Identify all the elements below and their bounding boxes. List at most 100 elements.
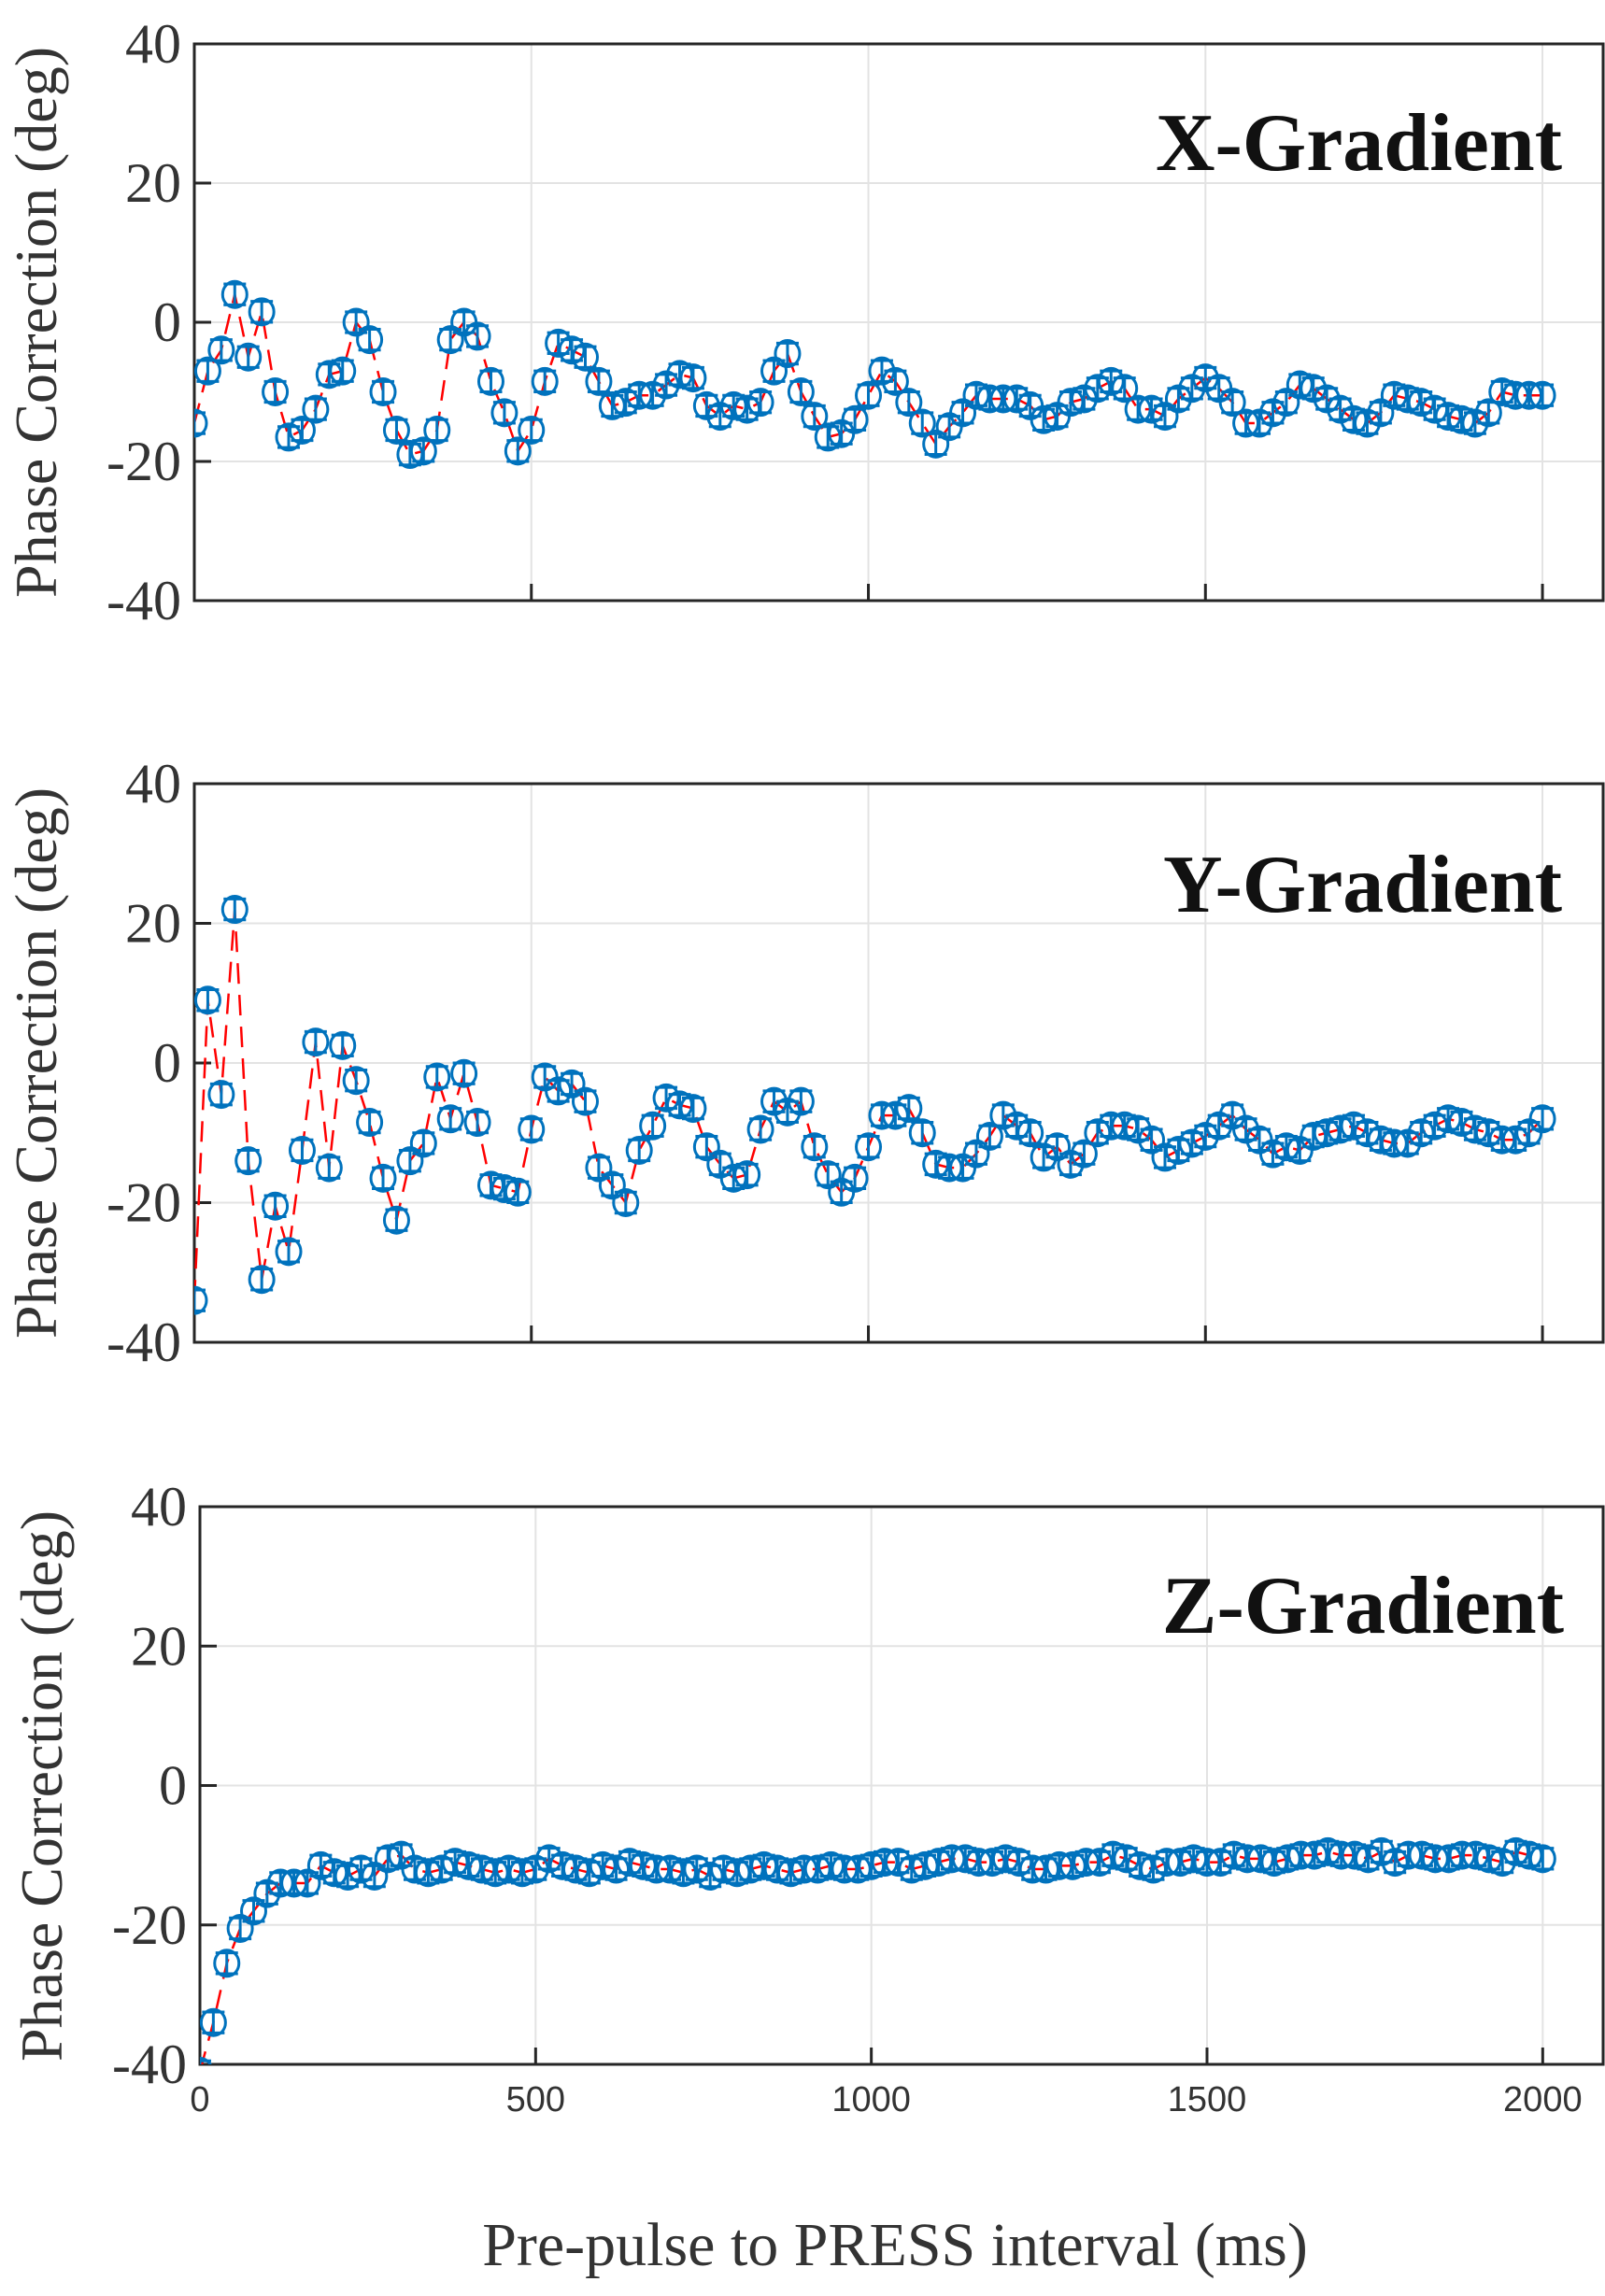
data-point bbox=[1151, 1142, 1179, 1172]
data-point bbox=[1272, 388, 1300, 418]
marker-circle bbox=[1474, 398, 1502, 428]
data-point bbox=[1138, 1125, 1166, 1155]
data-point bbox=[220, 895, 249, 925]
marker-circle bbox=[194, 408, 208, 438]
data-point bbox=[679, 1094, 707, 1124]
data-point bbox=[545, 1076, 573, 1106]
data-point bbox=[1353, 1118, 1381, 1148]
data-point bbox=[531, 1062, 559, 1092]
marker-circle bbox=[801, 402, 829, 432]
marker-circle bbox=[302, 394, 330, 424]
data-point bbox=[1002, 384, 1030, 414]
data-point bbox=[342, 307, 370, 337]
marker-circle bbox=[774, 339, 802, 369]
data-point bbox=[1340, 1111, 1368, 1141]
marker-circle bbox=[692, 1132, 720, 1162]
data-point bbox=[423, 415, 451, 445]
marker-circle bbox=[571, 1086, 599, 1116]
marker-circle bbox=[220, 895, 249, 925]
marker-circle bbox=[598, 1170, 626, 1200]
data-point bbox=[334, 1862, 362, 1892]
data-point bbox=[1474, 398, 1502, 428]
data-point bbox=[1113, 1844, 1141, 1874]
y-tick-label: 40 bbox=[131, 1476, 187, 1538]
marker-circle bbox=[369, 1163, 397, 1193]
data-point bbox=[585, 366, 613, 396]
marker-circle bbox=[585, 1153, 613, 1183]
y-tick-label: -40 bbox=[107, 570, 181, 631]
marker-circle bbox=[1016, 1118, 1044, 1148]
data-point bbox=[696, 1862, 724, 1892]
data-point bbox=[356, 325, 384, 355]
data-point bbox=[329, 1030, 357, 1060]
marker-circle bbox=[288, 415, 316, 445]
data-point bbox=[436, 1104, 464, 1134]
marker-circle bbox=[200, 2007, 227, 2037]
data-point bbox=[1139, 1854, 1167, 1884]
data-point bbox=[895, 1094, 923, 1124]
data-point bbox=[262, 377, 290, 406]
data-point bbox=[558, 1069, 586, 1098]
data-point bbox=[414, 1858, 442, 1888]
data-point bbox=[356, 1108, 384, 1138]
data-point bbox=[1005, 1848, 1033, 1878]
data-point bbox=[746, 1114, 774, 1144]
data-point bbox=[1300, 374, 1328, 404]
marker-circle bbox=[1044, 1132, 1072, 1162]
fit-line bbox=[200, 1850, 1543, 2064]
y-tick-label: -20 bbox=[107, 431, 181, 492]
marker-circle bbox=[302, 1028, 330, 1057]
marker-circle bbox=[342, 1066, 370, 1096]
marker-circle bbox=[908, 1118, 936, 1148]
data-point bbox=[639, 1111, 667, 1141]
marker-circle bbox=[315, 1153, 343, 1183]
marker-circle bbox=[234, 342, 263, 372]
panel-title: X-Gradient bbox=[1156, 98, 1562, 189]
y-tick-label: -40 bbox=[112, 2034, 187, 2095]
marker-circle bbox=[1528, 1104, 1556, 1134]
data-point bbox=[603, 1854, 631, 1884]
marker-circle bbox=[409, 436, 437, 466]
data-point bbox=[598, 1170, 626, 1200]
data-point bbox=[1084, 1118, 1112, 1148]
marker-circle bbox=[895, 1094, 923, 1124]
data-point bbox=[275, 422, 303, 452]
data-point bbox=[409, 1128, 437, 1158]
data-point bbox=[1421, 1111, 1449, 1141]
data-point bbox=[207, 335, 235, 365]
data-point bbox=[1528, 380, 1556, 410]
data-point bbox=[382, 1205, 410, 1235]
marker-circle bbox=[518, 1114, 546, 1144]
x-tick-label: 0 bbox=[190, 2080, 209, 2119]
data-point bbox=[1447, 1108, 1475, 1138]
marker-circle bbox=[922, 429, 950, 459]
marker-circle bbox=[194, 1285, 208, 1315]
data-point bbox=[428, 1854, 456, 1884]
marker-circle bbox=[855, 1132, 883, 1162]
data-point bbox=[361, 1862, 389, 1892]
marker-circle bbox=[463, 1108, 491, 1138]
marker-circle bbox=[476, 366, 504, 396]
data-point bbox=[911, 1850, 939, 1880]
marker-circle bbox=[1272, 388, 1300, 418]
y-tick-label: 20 bbox=[125, 152, 181, 214]
data-point bbox=[275, 1237, 303, 1267]
data-point bbox=[1016, 390, 1044, 420]
data-point bbox=[774, 339, 802, 369]
marker-circle bbox=[369, 377, 397, 406]
data-point bbox=[733, 394, 761, 424]
data-point bbox=[396, 440, 424, 470]
data-point bbox=[262, 1191, 290, 1221]
marker-circle bbox=[329, 1030, 357, 1060]
marker-circle bbox=[239, 1896, 267, 1926]
marker-circle bbox=[194, 356, 221, 386]
data-point bbox=[1164, 1135, 1192, 1165]
data-point bbox=[814, 1160, 842, 1190]
marker-circle bbox=[504, 436, 532, 466]
marker-circle bbox=[639, 1111, 667, 1141]
marker-circle bbox=[908, 408, 936, 438]
data-point bbox=[1044, 402, 1072, 432]
marker-circle bbox=[895, 388, 923, 418]
data-point bbox=[226, 1913, 254, 1943]
